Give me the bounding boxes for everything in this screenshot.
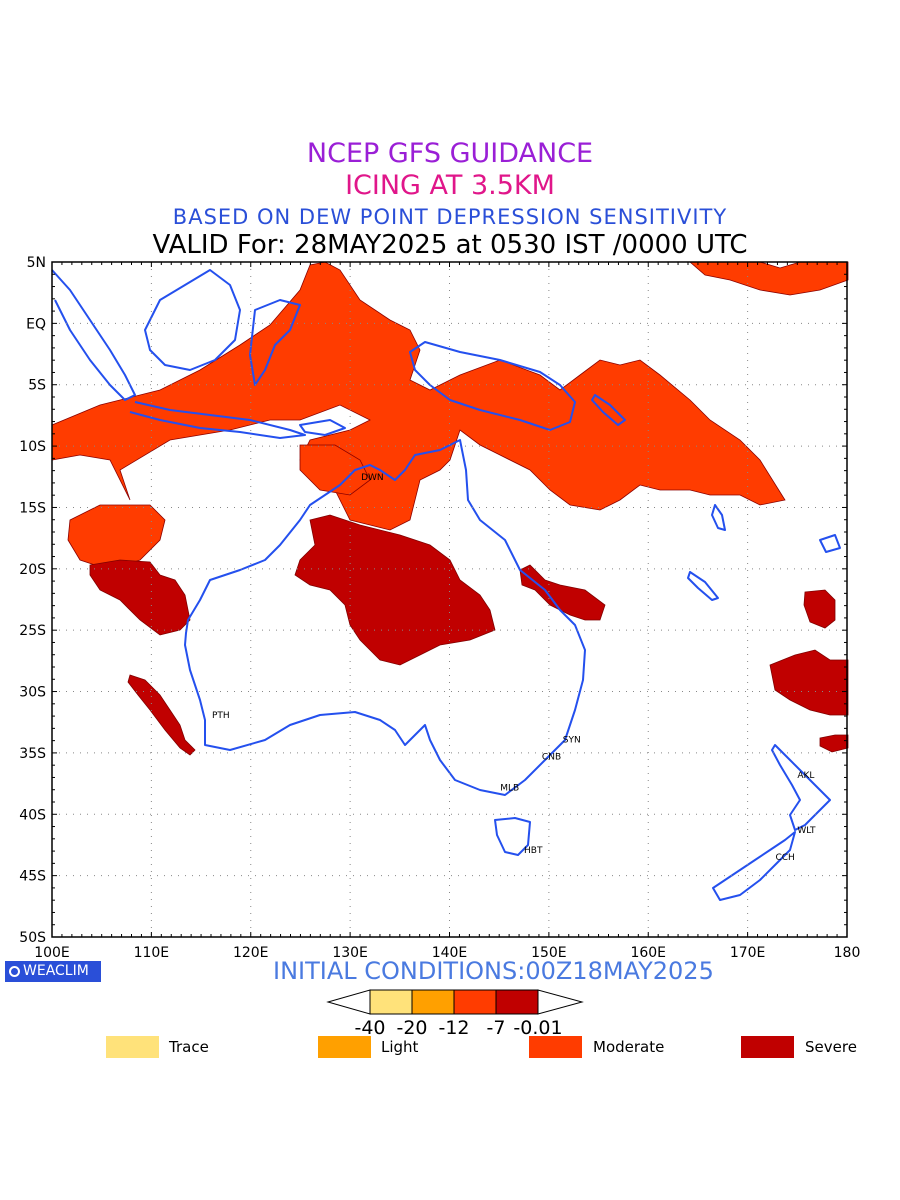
weaclim-logo: WEACLIM	[5, 961, 101, 982]
new-caledonia-coastline	[687, 571, 719, 601]
timor-coastline	[299, 419, 346, 436]
icing-region-severe	[294, 514, 496, 666]
legend-swatch	[741, 1036, 794, 1058]
colorbar-arrow-left	[326, 989, 371, 1015]
lon-label: 140E	[432, 945, 468, 961]
colorbar-box-moderate	[453, 989, 497, 1015]
icing-region-severe	[127, 674, 196, 756]
lat-label: 20S	[19, 562, 46, 578]
latitude-labels: 5N EQ 5S 10S 15S 20S 25S 30S 35S 40S 45S 50S	[19, 255, 46, 946]
station-hbt: HBT	[524, 846, 543, 856]
lon-label: 130E	[332, 945, 368, 961]
lat-label: 40S	[19, 807, 46, 823]
colorbar-tick: -40	[354, 1017, 385, 1039]
station-wlt: WLT	[797, 826, 816, 836]
icing-region-moderate	[67, 504, 166, 571]
colorbar-tick-labels: -40 -20 -12 -7 -0.01	[354, 1017, 562, 1039]
lon-label: 180	[834, 945, 861, 961]
colorbar-tick: -7	[487, 1017, 506, 1039]
java-coastline	[129, 401, 306, 439]
station-mlb: MLB	[500, 783, 519, 793]
icing-region-severe	[769, 649, 849, 716]
tasmania-coastline	[494, 817, 531, 856]
logo-text: WEACLIM	[23, 963, 89, 979]
colorbar: -40 -20 -12 -7 -0.01	[326, 989, 584, 1039]
initial-conditions: INITIAL CONDITIONS:00Z18MAY2025	[273, 957, 714, 985]
icing-region-severe	[519, 564, 606, 621]
legend-swatch	[106, 1036, 159, 1058]
icing-region-severe	[89, 559, 191, 636]
station-cnb: CNB	[542, 753, 561, 763]
station-cch: CCH	[775, 853, 794, 863]
legend-label: Severe	[805, 1038, 857, 1056]
icing-region-moderate	[688, 261, 849, 296]
coastlines	[51, 269, 841, 901]
lat-label: 30S	[19, 685, 46, 701]
australia-coastline	[184, 439, 586, 796]
colorbar-tick: -12	[438, 1017, 469, 1039]
colorbar-box-severe	[495, 989, 539, 1015]
station-pth: PTH	[212, 711, 230, 721]
legend-label: Trace	[169, 1038, 209, 1056]
lon-label: 100E	[34, 945, 70, 961]
lon-label: 170E	[730, 945, 766, 961]
lat-label: 25S	[19, 623, 46, 639]
lat-label: 50S	[19, 930, 46, 946]
colorbar-box-trace	[369, 989, 413, 1015]
sumatra-coastline	[51, 269, 136, 401]
fiji-coastline	[819, 534, 841, 553]
lon-label: 150E	[531, 945, 567, 961]
logo-ring-icon	[9, 966, 20, 977]
lon-label: 110E	[134, 945, 170, 961]
lat-label: 5N	[27, 255, 46, 271]
icing-fields	[51, 261, 849, 756]
lat-label: 5S	[28, 378, 46, 394]
south-island-nz	[712, 831, 796, 901]
colorbar-box-light	[411, 989, 455, 1015]
lon-label: 120E	[233, 945, 269, 961]
solomon-islands-coastline	[591, 394, 626, 426]
icing-region-moderate	[51, 261, 786, 531]
lat-label: 45S	[19, 869, 46, 885]
lat-label: EQ	[26, 316, 46, 332]
lat-label: 35S	[19, 746, 46, 762]
new-guinea-coastline	[409, 341, 576, 431]
title-valid-time: VALID For: 28MAY2025 at 0530 IST /0000 U…	[152, 230, 748, 260]
legend-swatch	[318, 1036, 371, 1058]
title-model: NCEP GFS GUIDANCE	[306, 138, 594, 169]
colorbar-tick: -0.01	[513, 1017, 562, 1039]
graticule	[52, 262, 847, 937]
legend-label: Moderate	[593, 1038, 665, 1056]
title-method: BASED ON DEW POINT DEPRESSION SENSITIVIT…	[172, 205, 728, 229]
legend-label: Light	[381, 1038, 419, 1056]
colorbar-arrow-right	[537, 989, 584, 1015]
station-dwn: DWN	[361, 473, 384, 483]
axis-ticks	[51, 261, 848, 938]
sulawesi-coastline	[249, 299, 301, 386]
colorbar-tick: -20	[396, 1017, 427, 1039]
icing-region-severe	[803, 589, 836, 629]
station-akl: AKL	[797, 771, 814, 781]
vanuatu-coastline	[711, 504, 726, 531]
lat-label: 15S	[19, 500, 46, 516]
legend-swatch	[529, 1036, 582, 1058]
longitude-labels: 100E 110E 120E 130E 140E 150E 160E 170E 180	[34, 945, 860, 961]
station-syn: SYN	[563, 735, 581, 745]
title-parameter: ICING AT 3.5KM	[345, 170, 555, 201]
lon-label: 160E	[630, 945, 666, 961]
lat-label: 10S	[19, 439, 46, 455]
borneo-coastline	[144, 269, 241, 371]
north-island-nz	[771, 744, 831, 831]
icing-region-severe	[819, 734, 849, 753]
icing-region-moderate	[299, 444, 371, 496]
